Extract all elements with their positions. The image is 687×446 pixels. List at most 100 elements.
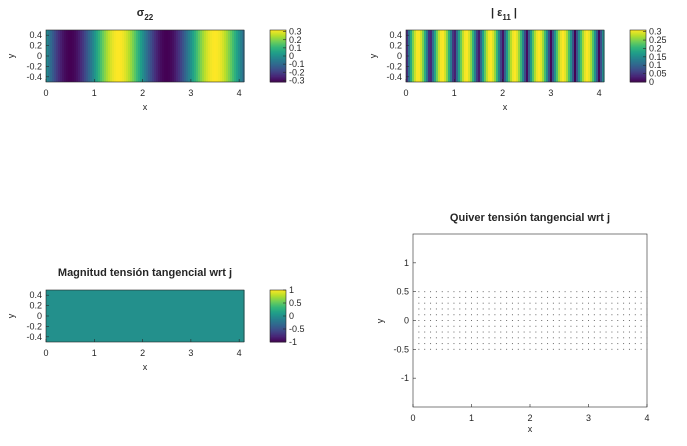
quiver-point	[582, 337, 584, 339]
eps11-y-axis: 0.40.20-0.2-0.4	[386, 30, 409, 82]
quiver-point	[517, 296, 519, 298]
eps11-cell	[460, 30, 463, 82]
sigma22-colorbar-step	[270, 55, 286, 57]
quiver-point	[576, 337, 578, 339]
quiver-point	[552, 325, 554, 327]
eps11-colorbar-label: 0.1	[649, 60, 662, 70]
magnitud-cell	[48, 290, 51, 342]
quiver-point	[623, 337, 625, 339]
eps11-colorbar-step	[630, 80, 646, 82]
quiver-point	[558, 343, 560, 345]
magnitud-cell	[88, 290, 91, 342]
quiver-point	[494, 348, 496, 350]
magnitud-ytick-label: 0.4	[29, 290, 42, 300]
quiver-point	[623, 343, 625, 345]
sigma22-cell	[226, 30, 229, 82]
quiver-point	[476, 308, 478, 310]
quiver-point	[570, 337, 572, 339]
quiver-ytick-label: -0.5	[393, 344, 409, 354]
quiver-point	[482, 291, 484, 293]
quiver-point	[418, 337, 420, 339]
eps11-cell	[412, 30, 415, 82]
quiver-point	[640, 291, 642, 293]
sigma22-colorbar-step	[270, 35, 286, 37]
sigma22-cell	[132, 30, 135, 82]
magnitud-cell	[216, 290, 219, 342]
sigma22-colorbar-label: 0.2	[289, 35, 302, 45]
sigma22-cell	[146, 30, 149, 82]
quiver-point	[541, 314, 543, 316]
quiver-point	[453, 325, 455, 327]
quiver-point	[465, 302, 467, 304]
magnitud-colorbar-step	[270, 329, 286, 331]
quiver-point	[582, 343, 584, 345]
quiver-point	[576, 314, 578, 316]
magnitud-cell	[60, 290, 63, 342]
sigma22-cell	[112, 30, 115, 82]
quiver-point	[535, 291, 537, 293]
eps11-colorbar-step	[630, 56, 646, 59]
quiver-point	[430, 320, 432, 321]
quiver-point	[523, 343, 525, 345]
quiver-point	[617, 343, 619, 345]
sigma22-colorbar-step	[270, 51, 286, 54]
sigma22-colorbar-step	[270, 80, 286, 82]
quiver-point	[500, 291, 502, 293]
quiver-point	[488, 325, 490, 327]
quiver-point	[541, 302, 543, 304]
eps11-colorbar-step	[630, 33, 646, 35]
sigma22-cell	[48, 30, 51, 82]
quiver-point	[570, 302, 572, 304]
quiver-point	[582, 348, 584, 350]
magnitud-cell	[142, 290, 145, 342]
magnitud-cell	[152, 290, 155, 342]
magnitud-cell	[178, 290, 181, 342]
eps11-colorbar-step	[630, 64, 646, 67]
magnitud-cell	[82, 290, 85, 342]
sigma22-cell	[206, 30, 209, 82]
magnitud-colorbar-step	[270, 306, 286, 308]
sigma22-cell	[196, 30, 199, 82]
quiver-point	[611, 348, 613, 350]
quiver-point	[529, 291, 531, 293]
eps11-cell	[476, 30, 479, 82]
eps11-cell	[484, 30, 487, 82]
eps11-cell	[558, 30, 561, 82]
magnitud-colorbar-label: 1	[289, 285, 294, 295]
sigma22-cell	[102, 30, 105, 82]
quiver-point	[435, 325, 437, 327]
magnitud-cell	[162, 290, 165, 342]
sigma22-colorbar-step	[270, 39, 286, 41]
sigma22-cell	[218, 30, 221, 82]
sigma22-cell	[62, 30, 65, 82]
quiver-point	[628, 337, 630, 339]
quiver-point	[447, 337, 449, 339]
quiver-point	[511, 314, 513, 316]
eps11-colorbar-step	[630, 43, 646, 46]
sigma22-cell	[140, 30, 143, 82]
magnitud-ytick-label: 0.2	[29, 301, 42, 311]
sigma22-cell	[54, 30, 57, 82]
quiver-point	[541, 320, 543, 321]
eps11-colorbar-step	[630, 32, 646, 34]
eps11-colorbar-label: 0.05	[649, 69, 667, 79]
eps11-cell	[416, 30, 419, 82]
quiver-point	[424, 291, 426, 293]
quiver-point	[482, 343, 484, 345]
eps11-cell	[430, 30, 433, 82]
eps11-xtick-label: 2	[500, 88, 505, 98]
quiver-xtick-label: 2	[527, 413, 532, 423]
magnitud-cell	[146, 290, 149, 342]
quiver-point	[611, 325, 613, 327]
quiver-point	[465, 343, 467, 345]
eps11-colorbar-step	[630, 61, 646, 63]
magnitud-colorbar-step	[270, 308, 286, 310]
quiver-point	[535, 320, 537, 321]
quiver-point	[441, 320, 443, 321]
sigma22-cell	[216, 30, 219, 82]
quiver-point	[459, 320, 461, 321]
eps11-colorbar-step	[630, 59, 646, 61]
sigma22-colorbar-step	[270, 72, 286, 74]
quiver-point	[453, 331, 455, 333]
